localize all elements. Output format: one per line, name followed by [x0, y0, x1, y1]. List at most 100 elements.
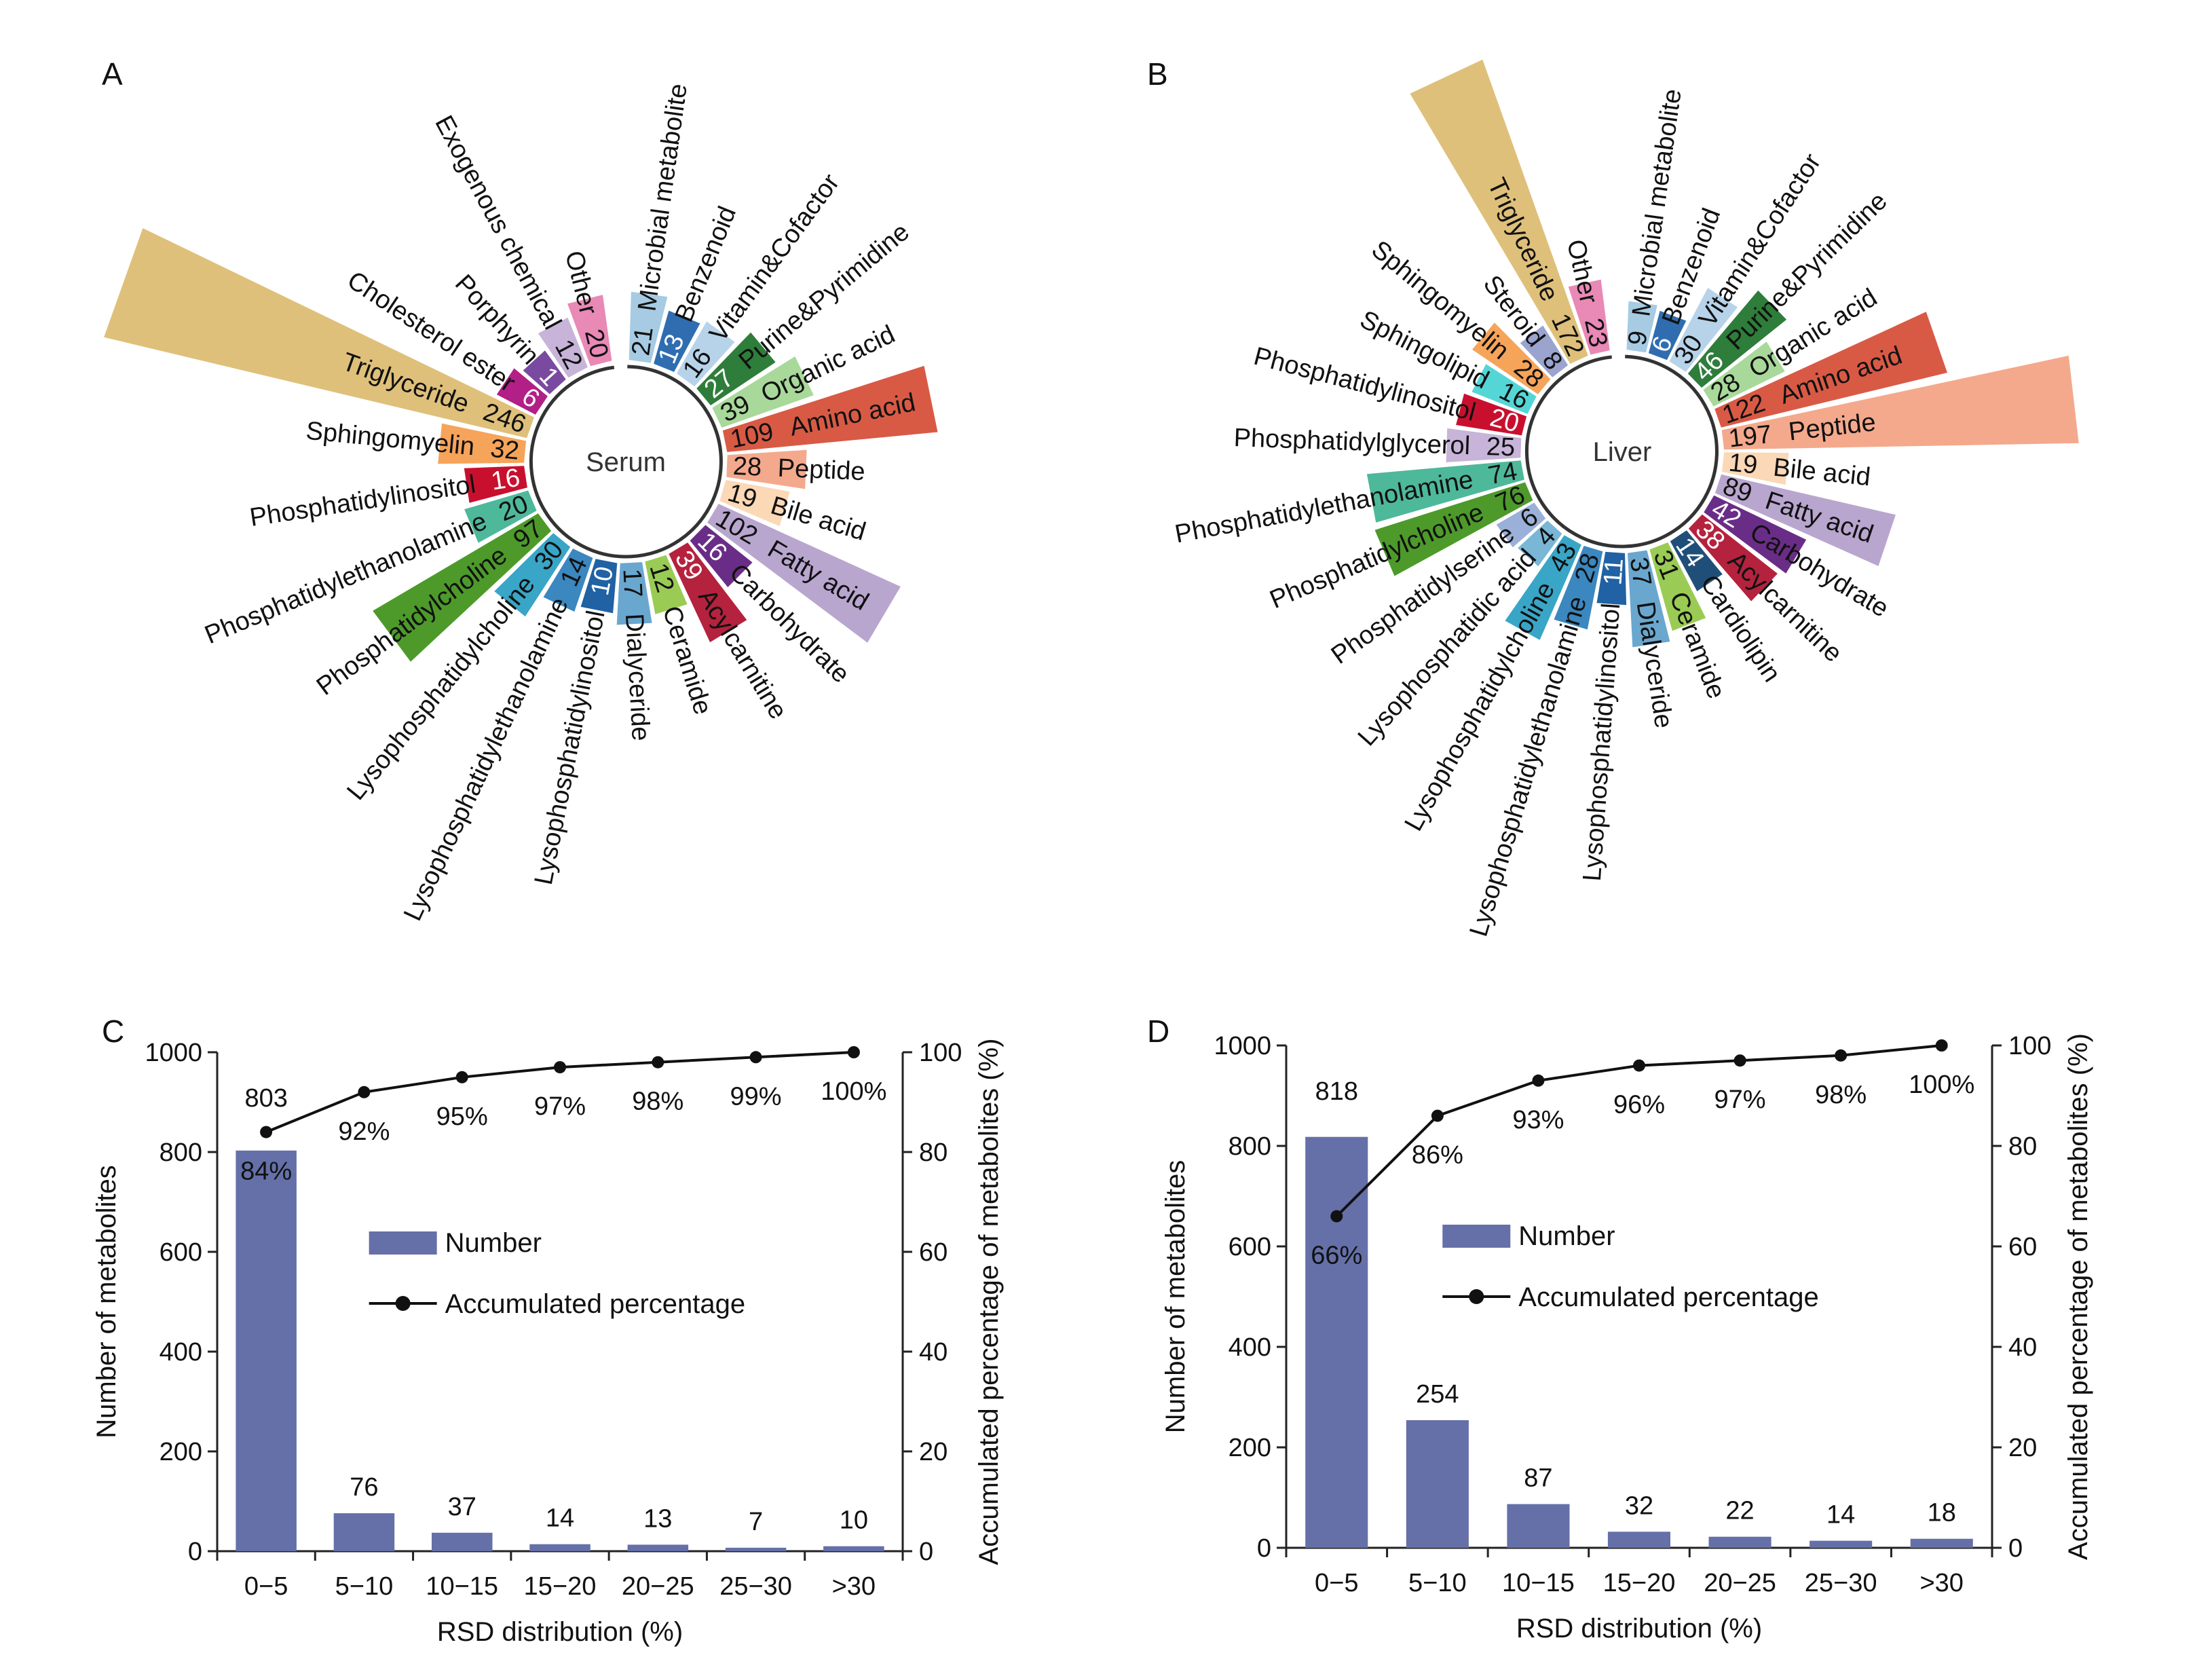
accumulated-label: 96% — [1613, 1091, 1665, 1119]
accumulated-point — [455, 1071, 468, 1083]
value-label-other: 23 — [1579, 316, 1613, 350]
value-label-other: 20 — [579, 327, 614, 361]
radial-bar-ceramide — [1649, 542, 1706, 631]
left-tick-label: 0 — [1257, 1534, 1271, 1563]
x-tick-label: 10−15 — [1502, 1569, 1575, 1597]
radial-bar-cholesterol-ester — [496, 368, 548, 415]
radial-bar-purine-and-pyrimidine — [1687, 290, 1787, 388]
accumulated-point — [652, 1056, 664, 1069]
radial-bar-amino-acid — [722, 365, 938, 452]
left-tick-label: 600 — [160, 1238, 202, 1267]
value-label-phosphatidylethanolamine: 74 — [1486, 457, 1519, 490]
legend-point-swatch — [395, 1296, 411, 1311]
legend-number-label: Number — [445, 1228, 542, 1258]
x-tick-label: 15−20 — [524, 1572, 597, 1601]
x-tick-label: 25−30 — [719, 1572, 792, 1601]
center-ring — [1524, 354, 1719, 549]
accumulated-point — [1935, 1039, 1948, 1052]
accumulated-label: 98% — [1815, 1081, 1867, 1109]
value-label-sphingomyelin: 32 — [489, 434, 521, 466]
radial-bar-acylcarnitine — [1688, 514, 1778, 601]
right-tick-label: 0 — [919, 1538, 933, 1566]
radial-bar-benzenoid — [1648, 310, 1687, 360]
accumulated-label: 86% — [1412, 1141, 1463, 1170]
x-tick-label: 10−15 — [426, 1572, 498, 1601]
radial-bar-steroid — [1520, 325, 1569, 377]
radial-bar-acylcarnitine — [669, 542, 747, 643]
radial-bar-lysophosphatidylinositol — [1596, 551, 1627, 606]
radial-bar-other — [567, 295, 612, 367]
left-tick-label: 1000 — [1214, 1032, 1271, 1060]
right-tick-label: 60 — [919, 1238, 948, 1267]
radial-bar-phosphatidylglycerol — [1446, 428, 1522, 462]
bar-20-25 — [1708, 1536, 1772, 1548]
radial-bar-sphingomyelin — [438, 423, 527, 464]
x-tick-label: 15−20 — [1603, 1569, 1676, 1597]
radial-bar-triglyceride — [104, 228, 534, 439]
category-label-phosphatidylglycerol: Phosphatidylglycerol — [1233, 424, 1471, 460]
radial-bar-dialyceride — [616, 562, 652, 625]
radial-bar-triglyceride — [1410, 59, 1588, 364]
x-tick-label: 5−10 — [335, 1572, 394, 1601]
category-label-other: Other — [559, 248, 603, 318]
accumulated-label: 95% — [436, 1102, 488, 1131]
bar-25-30 — [1810, 1540, 1873, 1548]
bar-20-25 — [627, 1544, 689, 1551]
accumulated-label: 100% — [821, 1077, 886, 1106]
right-tick-label: 80 — [2008, 1132, 2037, 1161]
accumulated-label: 84% — [240, 1157, 292, 1186]
accumulated-point — [847, 1046, 860, 1058]
radial-bar-fatty-acid — [1714, 474, 1896, 566]
radial-bar-peptide — [726, 449, 807, 489]
x-tick-label: 0−5 — [244, 1572, 288, 1601]
radial-bar-purine-and-pyrimidine — [696, 332, 776, 406]
right-tick-label: 0 — [2008, 1534, 2023, 1563]
category-label-sphingomyelin: Sphingomyelin — [305, 417, 476, 462]
radial-bar-organic-acid — [712, 356, 814, 428]
right-tick-label: 80 — [919, 1138, 948, 1167]
accumulated-point — [1633, 1059, 1645, 1072]
bar-value-label: 87 — [1524, 1464, 1552, 1493]
left-tick-label: 800 — [1229, 1132, 1271, 1161]
bar-value-label: 13 — [643, 1504, 672, 1533]
radial-bar-amino-acid — [1714, 312, 1947, 428]
bar-30 — [823, 1546, 884, 1551]
accumulated-label: 92% — [338, 1117, 390, 1146]
value-label-microbial-metabolite: 21 — [626, 325, 658, 358]
accumulated-point — [554, 1061, 566, 1074]
right-tick-label: 40 — [919, 1338, 948, 1367]
radial-bar-fatty-acid — [707, 504, 901, 643]
bar-25-30 — [725, 1547, 787, 1551]
radial-bar-ceramide — [645, 555, 688, 614]
legend-accumulated-label: Accumulated percentage — [1518, 1282, 1819, 1312]
legend-number-label: Number — [1518, 1221, 1615, 1251]
right-tick-label: 100 — [2008, 1032, 2051, 1060]
category-label-peptide: Peptide — [777, 454, 866, 487]
left-tick-label: 400 — [1229, 1333, 1271, 1362]
radial-bar-phosphatidylethanolamine — [1366, 460, 1524, 523]
x-tick-label: >30 — [1919, 1569, 1963, 1597]
bar-value-label: 14 — [1826, 1501, 1855, 1529]
bar-value-label: 818 — [1315, 1077, 1358, 1106]
legend-point-swatch — [1469, 1289, 1484, 1304]
bar-15-20 — [1607, 1532, 1670, 1548]
category-label-dialyceride: Dialyceride — [620, 613, 655, 742]
right-tick-label: 20 — [2008, 1434, 2037, 1462]
panel-letter: D — [1147, 1014, 1169, 1049]
radial-bar-bile-acid — [1722, 452, 1789, 485]
radial-bar-carbohydrate — [1704, 495, 1807, 574]
bar-0-5 — [1305, 1136, 1368, 1548]
radial-bar-sphingomyelin — [1472, 322, 1551, 394]
radial-bar-porphyrin — [523, 350, 566, 394]
bar-15-20 — [529, 1544, 591, 1551]
value-label-lysophosphatidylinositol: 11 — [1598, 557, 1629, 586]
bar-value-label: 22 — [1725, 1497, 1754, 1525]
center-ring — [529, 365, 723, 559]
radial-bar-vitamin-and-cofactor — [676, 321, 735, 387]
bar-value-label: 803 — [244, 1084, 287, 1113]
radial-bar-phosphatidylserine — [1496, 502, 1546, 548]
panel-d-bar-chart: D 0 200 400 600 800 1000 0 20 40 60 80 100 0−5 5−10 10−… — [1147, 1014, 2093, 1644]
radial-bar-lysophosphatidylcholine — [494, 533, 571, 617]
bar-value-label: 10 — [840, 1506, 868, 1535]
